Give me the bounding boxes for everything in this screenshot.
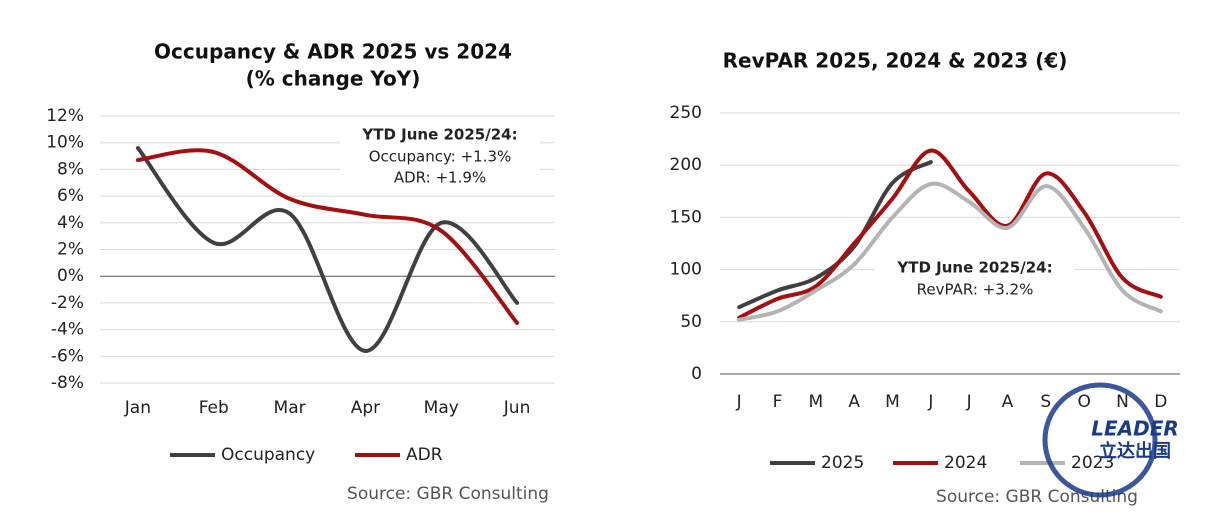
y-tick-label: 8% <box>57 159 84 179</box>
x-tick-label: Jun <box>503 398 531 418</box>
y-tick-label: 200 <box>670 155 702 175</box>
y-tick-label: 0% <box>57 266 84 286</box>
logo-name: LEADER <box>1091 417 1179 441</box>
x-tick-label: Feb <box>199 398 229 418</box>
y-tick-label: 12% <box>46 106 84 126</box>
x-tick-label: J <box>736 392 742 412</box>
legend-label: 2025 <box>821 453 864 473</box>
annotation-box <box>340 124 540 190</box>
y-tick-label: 2% <box>57 240 84 260</box>
legend-label: 2023 <box>1071 453 1114 473</box>
x-tick-label: S <box>1040 392 1051 412</box>
y-tick-label: 100 <box>670 260 702 280</box>
y-tick-label: 10% <box>46 133 84 153</box>
x-tick-label: May <box>424 398 459 418</box>
series-line <box>135 148 520 325</box>
series-line <box>135 146 520 353</box>
legend-label: 2024 <box>944 453 987 473</box>
x-tick-label: N <box>1116 392 1129 412</box>
x-tick-label: D <box>1154 392 1167 412</box>
x-tick-label: Apr <box>351 398 380 418</box>
chart-subtitle: (% change YoY) <box>246 67 421 91</box>
legend-label: ADR <box>406 445 443 465</box>
logo-subtitle: 立达出国 <box>1099 440 1171 462</box>
x-tick-label: O <box>1077 392 1090 412</box>
annotation: YTD June 2025/24: <box>896 259 1052 277</box>
y-tick-label: 6% <box>57 186 84 206</box>
logo-ring <box>1042 382 1158 498</box>
x-tick-label: A <box>1002 392 1014 412</box>
series-line <box>737 148 1163 320</box>
x-tick-label: J <box>927 392 933 412</box>
chart-title: RevPAR 2025, 2024 & 2023 (€) <box>723 49 1068 73</box>
x-tick-label: Mar <box>274 398 306 418</box>
annotation: YTD June 2025/24: <box>361 126 517 144</box>
chart-title: Occupancy & ADR 2025 vs 2024 <box>154 40 512 64</box>
y-tick-label: 4% <box>57 213 84 233</box>
source: Source: GBR Consulting <box>347 484 549 504</box>
y-tick-label: -2% <box>51 293 84 313</box>
y-tick-label: 150 <box>670 207 702 227</box>
x-tick-label: A <box>848 392 860 412</box>
y-tick-label: -4% <box>51 320 84 340</box>
x-tick-label: M <box>885 392 900 412</box>
series-line <box>737 181 1163 322</box>
x-tick-label: Jan <box>124 398 151 418</box>
y-tick-label: -6% <box>51 346 84 366</box>
y-tick-label: -8% <box>51 373 84 393</box>
annotation: RevPAR: +3.2% <box>917 281 1034 299</box>
x-tick-label: F <box>773 392 783 412</box>
y-tick-label: 0 <box>691 364 702 384</box>
source: Source: GBR Consulting <box>936 487 1138 507</box>
x-tick-label: M <box>808 392 823 412</box>
y-tick-label: 50 <box>680 312 702 332</box>
annotation-box <box>875 256 1075 300</box>
legend-label: Occupancy <box>221 445 315 465</box>
x-tick-label: J <box>966 392 972 412</box>
annotation: ADR: +1.9% <box>394 169 486 187</box>
annotation: Occupancy: +1.3% <box>369 148 512 166</box>
y-tick-label: 250 <box>670 103 702 123</box>
